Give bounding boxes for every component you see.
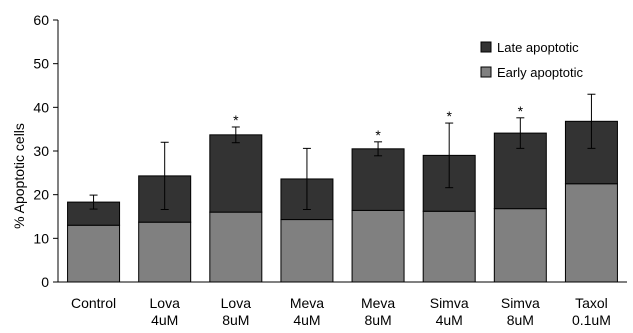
x-tick-label: 4uM (151, 312, 178, 328)
bar-segment (351, 209, 405, 283)
error-bars (89, 93, 596, 211)
significance-markers: * * * * (233, 103, 524, 143)
y-tick-label: 30 (33, 143, 49, 159)
significance-marker: * (446, 108, 452, 124)
bar-segment (280, 219, 334, 283)
bar-segment (67, 224, 121, 283)
y-tick-label: 60 (33, 12, 49, 28)
x-tick-label: 0.1uM (572, 312, 611, 328)
y-tick-label: 10 (33, 230, 49, 246)
legend-label: Late apoptotic (497, 40, 579, 55)
bar-segment (138, 221, 192, 283)
x-tick-label: 8uM (507, 312, 534, 328)
x-tick-label: Control (71, 295, 116, 311)
x-tick-label: 8uM (222, 312, 249, 328)
y-tick-label: 0 (41, 274, 49, 290)
x-tick-label: Meva (361, 295, 395, 311)
bar-segment (209, 211, 263, 283)
bars (67, 120, 618, 283)
bar-segment (422, 210, 476, 283)
significance-marker: * (518, 103, 524, 119)
x-tick-label: Lova (221, 295, 252, 311)
y-axis-label: % Apoptotic cells (11, 123, 27, 229)
y-tick-label: 20 (33, 187, 49, 203)
legend-label: Early apoptotic (497, 65, 583, 80)
bar-segment (493, 208, 547, 283)
x-tick-label: 4uM (436, 312, 463, 328)
x-tick-labels: Control Lova4uMLova8uMMeva4uMMeva8uMSimva… (71, 295, 611, 328)
x-tick-label: Meva (290, 295, 324, 311)
x-tick-label: Lova (150, 295, 181, 311)
significance-marker: * (233, 112, 239, 128)
legend-swatch (480, 66, 492, 78)
legend: Late apoptotic Early apoptotic (480, 40, 583, 80)
bar-segment (351, 148, 405, 211)
y-tick-label: 40 (33, 99, 49, 115)
bar-segment (209, 134, 263, 213)
x-tick-label: 4uM (293, 312, 320, 328)
x-tick-label: Simva (501, 295, 540, 311)
x-tick-label: Simva (430, 295, 469, 311)
legend-swatch (480, 41, 492, 53)
x-tick-label: Taxol (575, 295, 608, 311)
y-tick-labels: 0 10 20 30 40 50 60 (33, 12, 49, 290)
x-tick-label: 8uM (364, 312, 391, 328)
significance-marker: * (375, 127, 381, 143)
bar-segment (564, 183, 618, 283)
y-tick-label: 50 (33, 56, 49, 72)
